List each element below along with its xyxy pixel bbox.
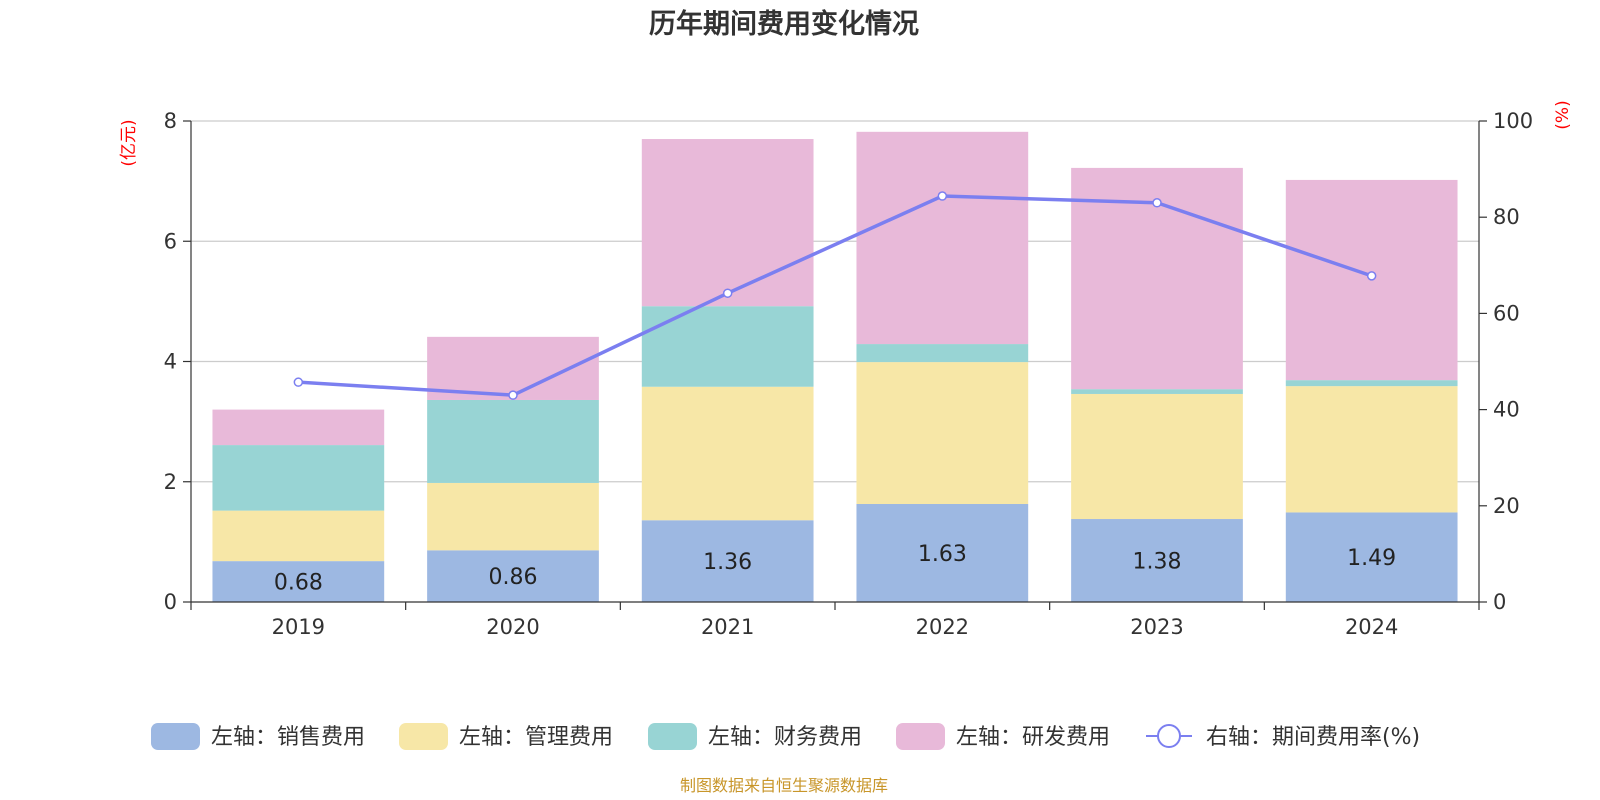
bar-segment [1285, 386, 1458, 513]
bar-segment [1071, 519, 1243, 602]
x-axis-tick-label: 2023 [1130, 615, 1183, 639]
left-axis-tick-label: 2 [164, 470, 177, 494]
bar-segment [856, 344, 1029, 363]
line-point [937, 191, 948, 201]
bar-segment [856, 503, 1029, 602]
right-axis-tick-label: 80 [1493, 205, 1520, 229]
right-axis-tick-label: 20 [1493, 494, 1520, 518]
bar-segment [856, 131, 1029, 345]
bar-segment [641, 386, 814, 521]
legend-swatch [151, 723, 200, 750]
left-axis-tick-label: 4 [164, 350, 177, 374]
legend-marker [1157, 724, 1181, 748]
bar-segment [427, 399, 599, 483]
right-axis-tick-label: 100 [1493, 109, 1533, 133]
bar-data-label: 1.36 [703, 550, 752, 575]
bar-segment [1071, 393, 1243, 520]
bar-data-label: 1.38 [1133, 550, 1182, 575]
bar-segment [212, 445, 385, 511]
x-axis-tick-label: 2020 [486, 615, 539, 639]
chart-title: 历年期间费用变化情况 [649, 8, 919, 40]
line-point [1366, 271, 1377, 281]
legend-swatch [399, 723, 448, 750]
right-axis-tick-label: 40 [1493, 398, 1520, 422]
bar-series [212, 131, 1458, 602]
legend-label: 左轴：销售费用 [211, 725, 365, 750]
legend-label: 左轴：研发费用 [956, 725, 1110, 750]
bar-segment [1285, 380, 1458, 387]
bar-segment [856, 362, 1029, 504]
bar-segment [641, 306, 814, 387]
bar-data-label: 0.68 [274, 571, 323, 596]
bar-data-label: 1.49 [1347, 546, 1396, 571]
gridlines [191, 120, 1479, 483]
right-axis-tick-label: 0 [1493, 590, 1506, 614]
x-axis-tick-label: 2022 [916, 615, 969, 639]
x-axis-tick-label: 2024 [1345, 615, 1398, 639]
bar-segment [1285, 512, 1458, 602]
right-axis-unit: (%) [1553, 100, 1573, 129]
x-axis-tick-label: 2021 [701, 615, 754, 639]
legend-swatch [896, 723, 945, 750]
right-axis-tick-label: 60 [1493, 301, 1520, 325]
bar-segment [212, 561, 385, 602]
line-point [508, 390, 518, 400]
bar-segment [212, 510, 385, 562]
bar-data-label: 1.63 [918, 542, 967, 567]
bar-segment [212, 409, 385, 446]
line-point [1152, 198, 1162, 208]
left-axis-tick-label: 6 [164, 229, 177, 253]
bar-segment [641, 139, 814, 307]
bar-segment [1071, 389, 1243, 394]
bar-segment [641, 520, 814, 602]
x-axis-tick-label: 2019 [272, 615, 325, 639]
left-axis-unit: (亿元) [119, 119, 139, 166]
legend-label: 右轴：期间费用率(%) [1206, 725, 1420, 750]
bar-segment [427, 482, 599, 551]
data-labels: 0.68 0.86 1.36 1.63 1.38 1.49 [274, 542, 1396, 596]
bar-segment [427, 550, 599, 602]
expense-rate-line [298, 194, 1373, 397]
bar-data-label: 0.86 [489, 565, 538, 590]
left-axis-tick-label: 8 [164, 109, 177, 133]
line-series [293, 191, 1377, 400]
legend-swatch [648, 723, 697, 750]
legend-label: 左轴：财务费用 [708, 725, 862, 750]
source-note: 制图数据来自恒生聚源数据库 [680, 776, 888, 795]
line-point [293, 377, 304, 387]
line-point [722, 288, 733, 298]
legend: 左轴：销售费用 左轴：管理费用 左轴：财务费用 左轴：研发费用 右轴：期间费用率(%) [151, 723, 1420, 750]
left-axis-tick-label: 0 [164, 590, 177, 614]
legend-label: 左轴：管理费用 [459, 725, 613, 750]
